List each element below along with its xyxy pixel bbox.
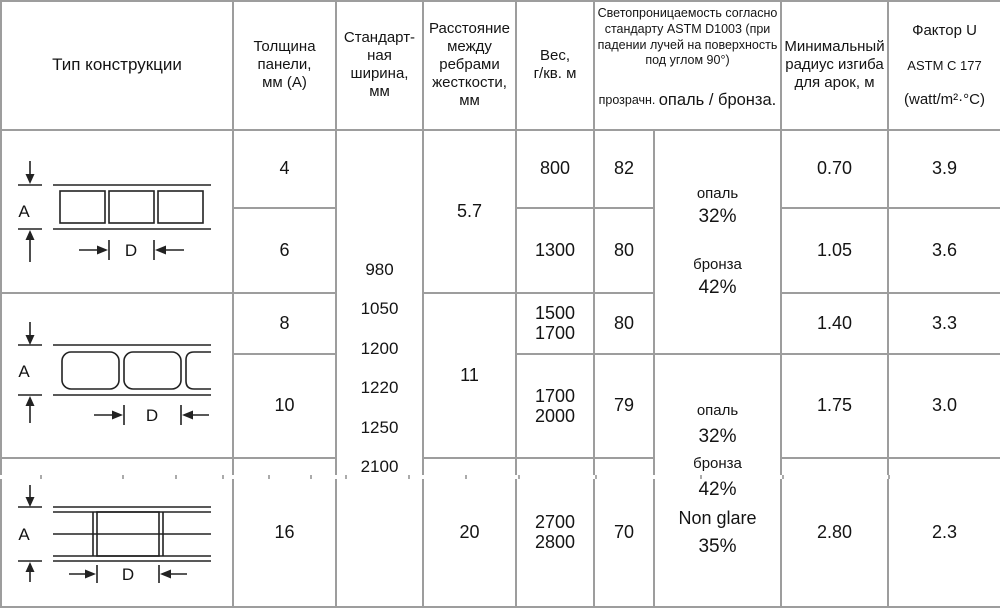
u-factor-title: Фактор U [912, 21, 977, 39]
thickness-cell: 4 [232, 128, 337, 209]
header-standard-width: Стандарт- ная ширина, мм [335, 0, 424, 131]
opal-value: 32% [698, 426, 737, 448]
thickness-cell: 16 [232, 456, 337, 608]
opal-bronze-nonglare-cell: опаль 32% бронза 42% Non glare 35% [653, 352, 782, 608]
header-panel-thickness: Толщина панели, мм (А) [232, 0, 337, 131]
thickness-cell: 10 [232, 352, 337, 459]
table-row: 6 1300 80 1.05 3.6 [1, 206, 1000, 294]
non-glare-value: 35% [698, 536, 737, 558]
header-min-bend-radius: Минимальный радиус изгиба для арок, м [780, 0, 889, 131]
transparent-cell: 80 [593, 291, 655, 355]
bronze-value: 42% [698, 479, 737, 501]
triple-wall-diagram: A D [0, 456, 234, 608]
header-rib-distance: Расстояние между ребрами жесткости, мм [422, 0, 517, 131]
rib-distance-cell: 5.7 [422, 128, 517, 294]
dim-d-label: D [121, 565, 133, 584]
transparent-cell: 82 [593, 128, 655, 209]
bend-radius-cell: 1.40 [780, 291, 889, 355]
triple-wall-icon: A D [17, 484, 211, 584]
bend-radius-cell: 2.80 [780, 456, 889, 608]
weight-cell: 1500 1700 [515, 291, 595, 355]
u-factor-cell: 3.9 [887, 128, 1000, 209]
table-row: A D 8 11 1500 1700 80 1 [0, 291, 1000, 459]
twin-wall-rounded-diagram: A D [0, 291, 234, 459]
u-factor-standard: ASTM C 177 [907, 57, 982, 73]
header-weight: Вес, г/кв. м [515, 0, 595, 131]
transparent-cell: 79 [593, 352, 655, 459]
header-light-transmittance: Светопроницаемость согласно стандарту AS… [593, 0, 782, 73]
u-factor-cell: 3.3 [887, 291, 1000, 355]
twin-wall-square-icon: A D [17, 160, 211, 262]
bronze-label: бронза [693, 255, 742, 273]
bend-radius-cell: 0.70 [780, 128, 889, 209]
bend-radius-cell: 1.05 [780, 206, 889, 294]
dim-a-label: A [18, 362, 30, 381]
table-row: A D 4 980 1050 1200 1220 1250 2100 [0, 128, 1000, 608]
opal-value: 32% [698, 205, 737, 227]
bend-radius-cell: 1.75 [780, 352, 889, 459]
bronze-value: 42% [698, 276, 737, 298]
dim-a-label: A [18, 202, 30, 221]
twin-wall-rounded-icon: A D [17, 321, 211, 425]
dim-d-label: D [124, 241, 136, 260]
weight-cell: 2700 2800 [515, 456, 595, 608]
thickness-cell: 8 [232, 291, 337, 355]
u-factor-cell: 2.3 [887, 456, 1000, 608]
non-glare-label: Non glare [678, 508, 757, 529]
table-row: A D 16 2 [0, 456, 1000, 608]
thickness-cell: 6 [232, 206, 337, 294]
u-factor-cell: 3.6 [887, 206, 1000, 294]
opal-bronze-cell: опаль 32% бронза 42% [653, 128, 782, 355]
transparent-cell: 80 [593, 206, 655, 294]
header-construction-type: Тип конструкции [0, 0, 234, 131]
weight-cell: 1700 2000 [515, 352, 595, 459]
weight-cell: 800 [515, 128, 595, 209]
opal-label: опаль [696, 184, 739, 202]
bronze-label: бронза [693, 455, 742, 473]
transparent-cell: 70 [593, 456, 655, 608]
weight-cell: 1300 [515, 206, 595, 294]
header-transmittance-subrow: прозрачн. опаль / бронза. [593, 73, 782, 131]
rib-distance-cell: 11 [422, 291, 517, 459]
dim-d-label: D [145, 406, 157, 425]
header-opal-bronze: опаль / бронза. [658, 91, 777, 109]
rib-distance-cell: 20 [422, 456, 517, 608]
standard-widths-cell: 980 1050 1200 1220 1250 2100 [335, 128, 424, 608]
header-transparent: прозрачн. [598, 93, 656, 108]
next-table-cutoff [0, 475, 1000, 479]
u-factor-units: (watt/m²·°C) [904, 91, 985, 109]
header-u-factor: Фактор U ASTM C 177 (watt/m²·°C) [887, 0, 1000, 131]
opal-label: опаль [696, 402, 739, 420]
u-factor-cell: 3.0 [887, 352, 1000, 459]
dim-a-label: A [18, 525, 30, 544]
twin-wall-square-diagram: A D [0, 128, 234, 294]
